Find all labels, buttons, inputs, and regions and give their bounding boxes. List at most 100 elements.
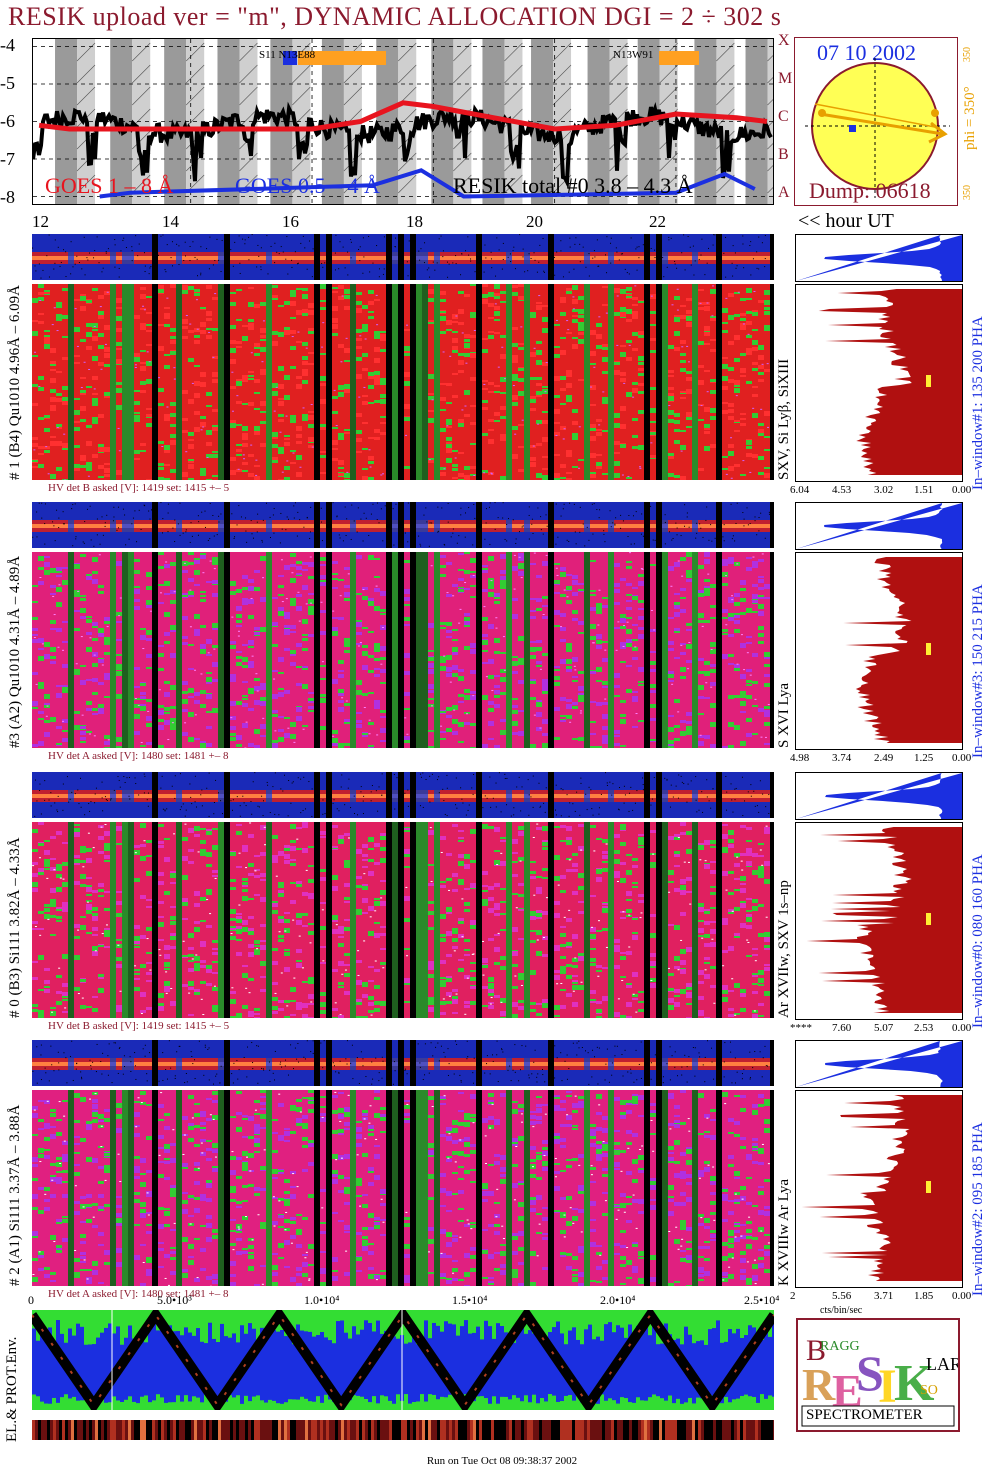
goes18-legend: GOES 1 – 8 Å xyxy=(45,173,174,198)
spectrogram xyxy=(32,822,774,1018)
pha-histogram xyxy=(795,772,963,820)
region-label-a: S11 N13E88 xyxy=(259,49,315,61)
spectrum-xtick: 2.53 xyxy=(914,1022,934,1034)
window-label: In–window#0: 080 160 PHA xyxy=(970,854,986,1028)
window-label: In–window#3: 150 215 PHA xyxy=(970,584,986,758)
env-plot-graphic xyxy=(32,1310,774,1410)
phi-bottom: 350 xyxy=(962,185,973,200)
time-tick: 22 xyxy=(649,212,666,231)
spectrogram xyxy=(32,1090,774,1286)
env-strip xyxy=(32,1420,774,1440)
sun-dump: Dump: 06618 xyxy=(809,178,931,203)
sun-panel: 07 10 2002 Dump: 06618 xyxy=(794,37,958,206)
spectrum-xtick: 2.49 xyxy=(874,752,894,764)
env-xtick: 2.5•10⁴ xyxy=(744,1293,780,1307)
phi-top: 350 xyxy=(962,47,973,62)
resik-logo: B RAGG R E S I K LAR SO SPECTROMETER xyxy=(796,1318,960,1432)
spectrogram xyxy=(32,284,774,480)
env-xtick: 1.5•10⁴ xyxy=(452,1293,488,1307)
spectrum-xtick: 0.00 xyxy=(952,752,972,764)
window-label: In–window#2: 095 185 PHA xyxy=(970,1122,986,1296)
env-ylabel: EL.& PROT.Env. xyxy=(4,1336,20,1442)
spectrum-xtick: 0.00 xyxy=(952,484,972,496)
spectrum-panel xyxy=(795,1090,963,1288)
env-xtick: 5.0•10³ xyxy=(157,1293,192,1307)
class-letter: A xyxy=(778,184,790,201)
night-band xyxy=(587,39,610,204)
night-band xyxy=(164,39,187,204)
class-letters: X M C B A xyxy=(774,32,794,206)
time-tick: 20 xyxy=(526,212,543,231)
saa-band xyxy=(398,39,417,204)
spectrogram xyxy=(32,552,774,748)
goes-plot: GOES 1 – 8 Å GOES 0.5 – 4 Å RESIK total … xyxy=(32,38,774,205)
goes-ytick: -7 xyxy=(0,149,15,169)
lines-label: S XVI Lya xyxy=(776,683,792,748)
spectrum-xtick: **** xyxy=(790,1022,812,1034)
region-marker xyxy=(659,51,699,65)
sun-date: 07 10 2002 xyxy=(817,40,916,65)
env-xtick: 0 xyxy=(28,1293,34,1307)
spectrum-unit: cts/bin/sec xyxy=(820,1305,863,1316)
time-tick: 14 xyxy=(162,212,179,231)
hour-ut-label: << hour UT xyxy=(798,210,894,232)
spectrum-xtick: 5.07 xyxy=(874,1022,894,1034)
night-band xyxy=(531,39,554,204)
goes-ytick: -4 xyxy=(0,35,15,55)
pha-histogram xyxy=(795,234,963,282)
saa-band xyxy=(292,39,311,204)
goes-ytick: -5 xyxy=(0,73,15,93)
goes-series-1 xyxy=(99,168,756,199)
pha-histogram xyxy=(795,1040,963,1088)
region-label-b: N13W91 xyxy=(613,49,654,61)
window-label: In–window#1: 135 200 PHA xyxy=(970,316,986,490)
time-tick: 12 xyxy=(32,212,49,231)
env-xaxis: 0 5.0•10³ 1.0•10⁴ 1.5•10⁴ 2.0•10⁴ 2.5•10… xyxy=(28,1293,792,1309)
spectrum-xtick: 0.00 xyxy=(952,1022,972,1034)
run-footer: Run on Tue Oct 08 09:38:37 2002 xyxy=(426,1455,578,1467)
time-axis: 12 14 16 18 20 22 xyxy=(32,210,772,232)
time-tick: 18 xyxy=(406,212,423,231)
page-title: RESIK upload ver = "m", DYNAMIC ALLOCATI… xyxy=(8,2,782,31)
spectrum-xtick: 3.02 xyxy=(874,484,894,496)
logo-spectrometer: SPECTROMETER xyxy=(806,1407,923,1423)
goes-lightcurve xyxy=(33,39,773,204)
lines-label: SXV, Si Lyβ, SiXIII xyxy=(776,358,792,480)
hv-info: HV det A asked [V]: 1480 set: 1481 +– 8 xyxy=(48,750,229,762)
env-strip-graphic xyxy=(32,1420,774,1440)
hv-info: HV det B asked [V]: 1419 set: 1415 +– 5 xyxy=(48,482,230,494)
spectrum-xtick: 4.53 xyxy=(832,484,852,496)
spectrum-xtick: 5.56 xyxy=(832,1290,852,1302)
lines-label: K XVIIIw Ar Lya xyxy=(776,1178,792,1286)
resik-legend: RESIK total #0 3.8 – 4.3 Å xyxy=(453,173,693,198)
goes-series-0 xyxy=(38,100,768,132)
class-letter: X xyxy=(778,32,790,49)
spectrum-xtick: 1.51 xyxy=(914,484,934,496)
channel-ylabel: # 2 (A1) Si111 3.37Å – 3.88Å xyxy=(7,1104,23,1286)
spectrum-xtick: 2 xyxy=(790,1290,796,1302)
class-letter: B xyxy=(778,146,789,163)
spectrum-panel xyxy=(795,284,963,482)
region-marker xyxy=(298,51,386,65)
class-letter: C xyxy=(778,108,789,125)
sun-disk-icon xyxy=(805,58,950,198)
spectrum-xtick: 7.60 xyxy=(832,1022,852,1034)
pha-strip xyxy=(32,772,774,818)
spectrum-xtick: 1.85 xyxy=(914,1290,934,1302)
channel-ylabel: # 0 (B3) Si111 3.82Å – 4.33Å xyxy=(7,837,23,1018)
region-a-text: S11 N13E88 xyxy=(259,49,316,61)
region-marker xyxy=(283,51,297,65)
channel-ylabel: #3 (A2) Qu1010 4.31Å – 4.89Å xyxy=(7,555,23,748)
saa-band xyxy=(239,39,258,204)
resik-logo-graphic: B RAGG R E S I K LAR SO xyxy=(801,1334,958,1427)
pha-strip xyxy=(32,502,774,548)
spectrum-xtick: 1.25 xyxy=(914,752,934,764)
pha-strip xyxy=(32,1040,774,1086)
lines-label: Ar XVIIw, SXV 1s–np xyxy=(776,880,792,1018)
env-plot xyxy=(32,1310,774,1410)
phi-label: phi = 350° xyxy=(962,86,978,150)
goes-y-axis: -4 -5 -6 -7 -8 xyxy=(0,35,32,207)
hv-info: HV det B asked [V]: 1419 set: 1415 +– 5 xyxy=(48,1020,230,1032)
env-xtick: 1.0•10⁴ xyxy=(304,1293,340,1307)
goes-ytick: -6 xyxy=(0,111,15,131)
